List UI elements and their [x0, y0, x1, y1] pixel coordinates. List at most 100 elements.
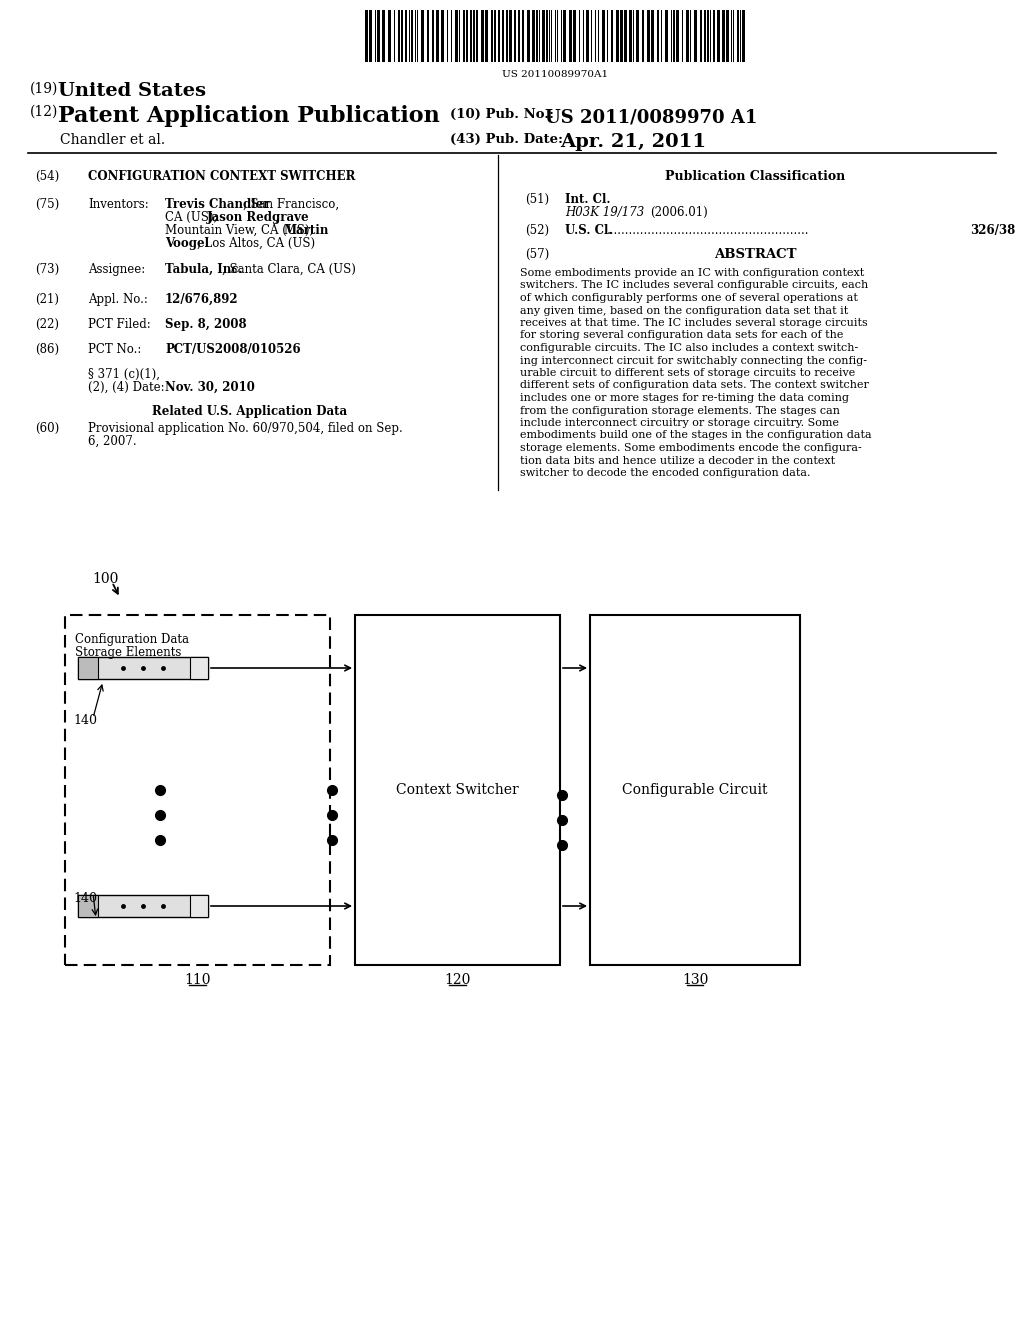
Text: CA (US);: CA (US);	[165, 211, 221, 224]
Text: Chandler et al.: Chandler et al.	[60, 133, 165, 147]
Bar	[527, 11, 530, 62]
Text: (57): (57)	[525, 248, 549, 261]
Text: (12): (12)	[30, 106, 58, 119]
Text: (51): (51)	[525, 193, 549, 206]
Text: , Los Altos, CA (US): , Los Altos, CA (US)	[197, 238, 315, 249]
Text: US 2011/0089970 A1: US 2011/0089970 A1	[545, 108, 758, 125]
Bar	[563, 11, 566, 62]
Bar	[737, 11, 739, 62]
Text: ing interconnect circuit for switchably connecting the config-: ing interconnect circuit for switchably …	[520, 355, 867, 366]
Text: (73): (73)	[35, 263, 59, 276]
Text: 6, 2007.: 6, 2007.	[88, 436, 136, 447]
Bar	[502, 11, 504, 62]
Text: US 20110089970A1: US 20110089970A1	[502, 70, 608, 79]
Text: (75): (75)	[35, 198, 59, 211]
Text: , San Francisco,: , San Francisco,	[243, 198, 339, 211]
Text: Trevis Chandler: Trevis Chandler	[165, 198, 269, 211]
Text: configurable circuits. The IC also includes a context switch-: configurable circuits. The IC also inclu…	[520, 343, 858, 352]
Bar	[463, 11, 465, 62]
Bar	[498, 11, 500, 62]
Bar	[636, 11, 639, 62]
Text: Mountain View, CA (US);: Mountain View, CA (US);	[165, 224, 317, 238]
Text: (52): (52)	[525, 224, 549, 238]
Bar	[481, 11, 484, 62]
Text: Jason Redgrave: Jason Redgrave	[207, 211, 309, 224]
Text: United States: United States	[58, 82, 206, 100]
Text: Int. Cl.: Int. Cl.	[565, 193, 610, 206]
Bar	[485, 11, 488, 62]
Bar	[78, 895, 98, 917]
Bar	[421, 11, 424, 62]
Text: ABSTRACT: ABSTRACT	[714, 248, 797, 261]
Text: Some embodiments provide an IC with configuration context: Some embodiments provide an IC with conf…	[520, 268, 864, 279]
Bar	[365, 11, 368, 62]
Bar	[490, 11, 493, 62]
Bar	[620, 11, 623, 62]
Bar	[78, 657, 98, 678]
Text: PCT/US2008/010526: PCT/US2008/010526	[165, 343, 301, 356]
Bar	[190, 657, 208, 678]
Bar	[401, 11, 403, 62]
Bar	[705, 11, 706, 62]
Bar	[388, 11, 391, 62]
Bar	[590, 615, 800, 965]
Bar	[700, 11, 702, 62]
Bar	[436, 11, 439, 62]
Bar	[694, 11, 697, 62]
Bar	[546, 11, 548, 62]
Text: includes one or more stages for re-timing the data coming: includes one or more stages for re-timin…	[520, 393, 849, 403]
Text: Assignee:: Assignee:	[88, 263, 145, 276]
Bar	[427, 11, 429, 62]
Bar	[569, 11, 572, 62]
Bar	[586, 11, 589, 62]
Text: Inventors:: Inventors:	[88, 198, 148, 211]
Text: receives at that time. The IC includes several storage circuits: receives at that time. The IC includes s…	[520, 318, 867, 327]
Bar	[573, 11, 575, 62]
Bar	[611, 11, 613, 62]
Text: Context Switcher: Context Switcher	[396, 783, 519, 797]
Text: Provisional application No. 60/970,504, filed on Sep.: Provisional application No. 60/970,504, …	[88, 422, 402, 436]
Text: (43) Pub. Date:: (43) Pub. Date:	[450, 133, 563, 147]
Text: (10) Pub. No.:: (10) Pub. No.:	[450, 108, 554, 121]
Bar	[514, 11, 516, 62]
Bar	[494, 11, 496, 62]
Text: U.S. Cl.: U.S. Cl.	[565, 224, 612, 238]
Bar	[377, 11, 380, 62]
Text: Voogel: Voogel	[165, 238, 209, 249]
Text: (21): (21)	[35, 293, 59, 306]
Text: Storage Elements: Storage Elements	[75, 645, 181, 659]
Text: switcher to decode the encoded configuration data.: switcher to decode the encoded configura…	[520, 469, 811, 478]
Text: 110: 110	[184, 973, 211, 987]
Bar	[190, 895, 208, 917]
Bar	[726, 11, 729, 62]
Bar	[406, 11, 407, 62]
Text: PCT No.:: PCT No.:	[88, 343, 141, 356]
Text: 140: 140	[73, 892, 97, 906]
Bar	[398, 11, 400, 62]
Text: Appl. No.:: Appl. No.:	[88, 293, 147, 306]
Text: include interconnect circuitry or storage circuitry. Some: include interconnect circuitry or storag…	[520, 418, 839, 428]
Bar	[707, 11, 709, 62]
Text: urable circuit to different sets of storage circuits to receive: urable circuit to different sets of stor…	[520, 368, 855, 378]
Text: switchers. The IC includes several configurable circuits, each: switchers. The IC includes several confi…	[520, 281, 868, 290]
Bar	[676, 11, 679, 62]
Text: (54): (54)	[35, 170, 59, 183]
Text: Apr. 21, 2011: Apr. 21, 2011	[560, 133, 707, 150]
Text: § 371 (c)(1),: § 371 (c)(1),	[88, 368, 160, 381]
Bar	[509, 11, 512, 62]
Bar	[717, 11, 720, 62]
Bar	[673, 11, 675, 62]
Text: 100: 100	[92, 572, 119, 586]
Bar	[466, 11, 468, 62]
Text: CONFIGURATION CONTEXT SWITCHER: CONFIGURATION CONTEXT SWITCHER	[88, 170, 355, 183]
Bar	[722, 11, 725, 62]
Text: storage elements. Some embodiments encode the configura-: storage elements. Some embodiments encod…	[520, 444, 862, 453]
Bar	[455, 11, 458, 62]
Bar	[470, 11, 472, 62]
Text: (60): (60)	[35, 422, 59, 436]
Bar	[78, 657, 208, 678]
Text: of which configurably performs one of several operations at: of which configurably performs one of se…	[520, 293, 858, 304]
Text: (2), (4) Date:: (2), (4) Date:	[88, 381, 165, 393]
Bar	[647, 11, 650, 62]
Bar	[369, 11, 372, 62]
